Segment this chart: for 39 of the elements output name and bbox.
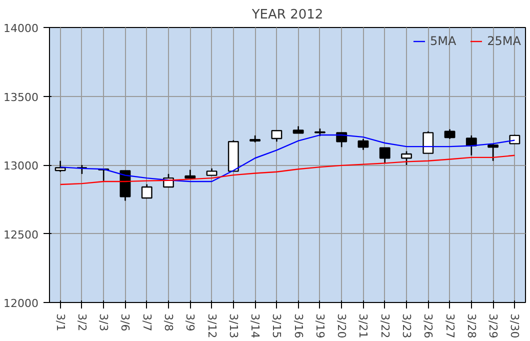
candlestick xyxy=(358,138,369,151)
x-tick-label: 3/30 xyxy=(508,314,522,338)
y-tick-label: 13500 xyxy=(4,90,39,104)
chart-title: YEAR 2012 xyxy=(250,8,324,22)
x-tick-label: 3/26 xyxy=(422,314,435,338)
x-tick-label: 3/2 xyxy=(75,314,88,332)
x-tick-label: 3/15 xyxy=(270,314,284,338)
y-tick-label: 14000 xyxy=(4,22,39,35)
x-tick-label: 3/16 xyxy=(292,314,305,338)
x-tick-label: 3/7 xyxy=(140,314,154,332)
legend-label: 5MA xyxy=(430,34,456,48)
x-tick-label: 3/19 xyxy=(313,314,326,338)
x-tick-label: 3/3 xyxy=(97,314,110,332)
x-tick-label: 3/12 xyxy=(205,314,218,338)
x-tick-label: 3/9 xyxy=(184,314,197,332)
x-tick-label: 3/1 xyxy=(54,314,67,332)
y-tick-label: 13000 xyxy=(4,160,39,172)
x-tick-label: 3/8 xyxy=(162,314,175,332)
candlestick xyxy=(488,143,499,162)
x-tick-label: 3/28 xyxy=(464,314,478,338)
x-tick-label: 3/23 xyxy=(400,314,413,338)
candlestick xyxy=(444,128,456,140)
candlestick xyxy=(422,130,434,154)
x-tick-label: 3/20 xyxy=(335,314,348,338)
y-tick-label: 12500 xyxy=(4,228,39,242)
x-tick-label: 3/6 xyxy=(118,314,132,332)
candlestick xyxy=(271,130,282,142)
x-tick-label: 3/27 xyxy=(443,314,456,338)
candlestick xyxy=(379,147,390,164)
x-tick-label: 3/13 xyxy=(226,314,240,338)
x-tick-label: 3/21 xyxy=(356,314,370,338)
x-tick-label: 3/29 xyxy=(486,314,500,338)
y-tick-label: 12000 xyxy=(4,297,39,310)
legend-label: 25MA xyxy=(487,34,521,48)
candlestick xyxy=(141,184,152,199)
x-tick-label: 3/22 xyxy=(378,314,392,338)
x-tick-label: 3/14 xyxy=(248,314,262,338)
candlestick xyxy=(54,160,66,173)
candlestick xyxy=(401,150,412,166)
